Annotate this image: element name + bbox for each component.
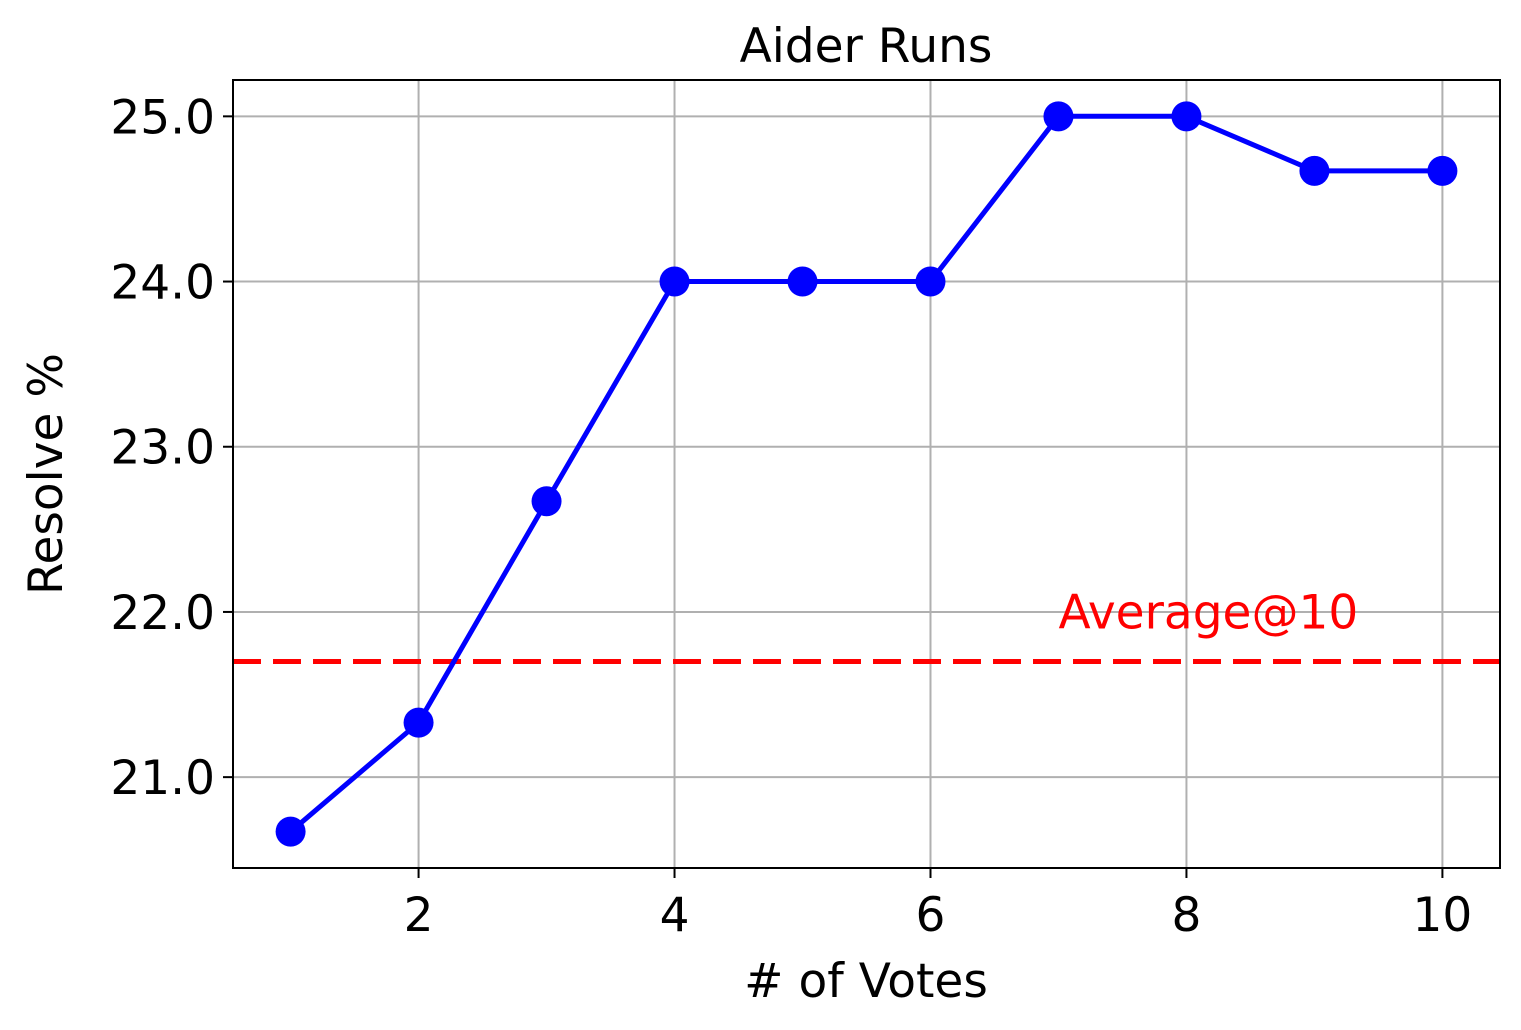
y-tick-label: 23.0 <box>110 421 215 476</box>
x-axis-ticks: 2 4 6 8 10 <box>404 868 1473 943</box>
data-point <box>1171 101 1202 132</box>
data-point <box>787 266 818 297</box>
axes-frame <box>232 79 1501 869</box>
y-tick-label: 25.0 <box>110 90 215 145</box>
x-tick-label: 4 <box>660 888 690 943</box>
y-tick-label: 24.0 <box>110 256 215 311</box>
y-tick-label: 21.0 <box>110 751 215 806</box>
series-group <box>275 101 1458 847</box>
y-axis-ticks: 21.0 22.0 23.0 24.0 25.0 <box>110 90 233 806</box>
y-axis-label: Resolve % <box>19 353 74 595</box>
x-axis-label: # of Votes <box>744 954 988 1009</box>
series-line <box>288 113 1443 834</box>
x-tick-label: 6 <box>916 888 946 943</box>
data-point <box>275 816 306 847</box>
reference-line-group: Average@10 <box>233 585 1500 665</box>
data-point <box>1043 101 1074 132</box>
data-point <box>1427 155 1458 186</box>
data-point <box>915 266 946 297</box>
x-tick-label: 2 <box>404 888 434 943</box>
data-point <box>659 266 690 297</box>
chart-title: Aider Runs <box>740 19 993 74</box>
x-tick-label: 10 <box>1413 888 1473 943</box>
grid <box>233 80 1500 868</box>
y-tick-label: 22.0 <box>110 586 215 641</box>
average-reference-label: Average@10 <box>1058 585 1358 640</box>
data-point <box>531 486 562 517</box>
data-point <box>1299 155 1330 186</box>
x-tick-label: 8 <box>1171 888 1201 943</box>
data-point <box>403 707 434 738</box>
